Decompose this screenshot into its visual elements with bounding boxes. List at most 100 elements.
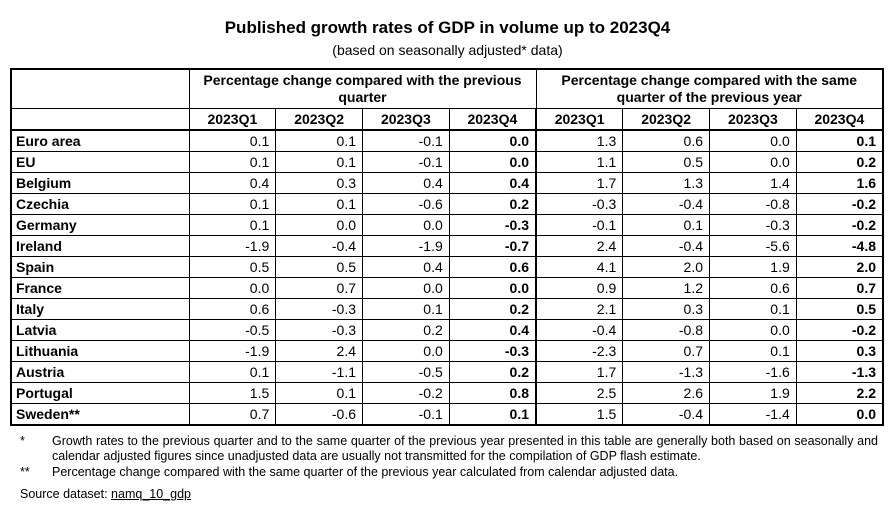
yoy-value-cell: 1.5 [535,403,624,426]
yoy-value-cell: 1.7 [535,172,624,194]
qoq-value-cell: 0.1 [275,382,363,404]
country-cell: France [10,277,190,299]
country-cell: Euro area [10,129,190,152]
qoq-value-cell: 0.0 [275,214,363,236]
qoq-value-cell: 0.7 [188,403,277,426]
yoy-value-cell: 0.0 [709,319,797,341]
qoq-value-cell: -1.9 [188,340,277,362]
yoy-value-cell: 1.9 [709,256,797,278]
yoy-value-cell: 2.6 [622,382,710,404]
yoy-value-cell: 1.2 [622,277,710,299]
qoq-value-cell: 0.1 [188,129,277,152]
qoq-value-cell: -0.7 [448,235,537,257]
qoq-value-cell: -1.9 [362,235,450,257]
qoq-value-cell: -0.6 [362,193,450,215]
yoy-value-cell: 0.6 [709,277,797,299]
qoq-value-cell: -0.2 [362,382,450,404]
table-row: Ireland -1.9 -0.4 -1.9 -0.7 2.4 -0.4 -5.6 -4.8 [10,235,884,257]
yoy-value-cell: 1.1 [535,151,624,173]
country-cell: Italy [10,298,190,320]
yoy-value-cell: -0.2 [795,193,884,215]
qoq-value-cell: 0.2 [448,361,537,383]
table-row: Euro area 0.1 0.1 -0.1 0.0 1.3 0.6 0.0 0.1 [10,129,884,152]
qoq-value-cell: 0.0 [362,277,450,299]
qoq-value-cell: 0.5 [275,256,363,278]
table-row: Latvia -0.5 -0.3 0.2 0.4 -0.4 -0.8 0.0 -0.2 [10,319,884,341]
source-dataset-link[interactable]: namq_10_gdp [111,487,191,501]
table-row: Germany 0.1 0.0 0.0 -0.3 -0.1 0.1 -0.3 -0.2 [10,214,884,236]
yoy-value-cell: -1.4 [709,403,797,426]
source-line: Source dataset: namq_10_gdp [20,487,191,501]
table-row: Czechia 0.1 0.1 -0.6 0.2 -0.3 -0.4 -0.8 -0.2 [10,193,884,215]
quarter-header: 2023Q4 [448,108,537,131]
country-cell: Austria [10,361,190,383]
yoy-value-cell: 0.5 [622,151,710,173]
table-row: EU 0.1 0.1 -0.1 0.0 1.1 0.5 0.0 0.2 [10,151,884,173]
yoy-value-cell: 0.3 [795,340,884,362]
page-subtitle: (based on seasonally adjusted* data) [332,42,563,58]
qoq-value-cell: -1.1 [275,361,363,383]
qoq-value-cell: 0.4 [362,172,450,194]
country-cell: Ireland [10,235,190,257]
qoq-value-cell: 0.1 [188,361,277,383]
yoy-value-cell: -1.6 [709,361,797,383]
table-body: Euro area 0.1 0.1 -0.1 0.0 1.3 0.6 0.0 0.1 EU 0.1 0… [10,129,884,426]
qoq-value-cell: -0.3 [448,214,537,236]
yoy-value-cell: -0.8 [709,193,797,215]
yoy-value-cell: -1.3 [622,361,710,383]
yoy-value-cell: -5.6 [709,235,797,257]
country-cell: Portugal [10,382,190,404]
yoy-value-cell: 0.9 [535,277,624,299]
yoy-value-cell: -0.4 [622,193,710,215]
footnotes: * Growth rates to the previous quarter a… [20,434,878,481]
country-cell: Germany [10,214,190,236]
yoy-value-cell: 0.7 [622,340,710,362]
yoy-value-cell: -0.4 [622,235,710,257]
quarter-header-row: 2023Q1 2023Q2 2023Q3 2023Q4 2023Q1 2023Q… [10,108,884,131]
yoy-value-cell: 2.0 [622,256,710,278]
quarter-header: 2023Q4 [795,108,884,131]
qoq-value-cell: 0.2 [448,298,537,320]
corner-cell [10,68,190,109]
footnote-mark: ** [20,465,30,479]
qoq-value-cell: 0.0 [188,277,277,299]
yoy-value-cell: 1.9 [709,382,797,404]
qoq-value-cell: 0.0 [362,214,450,236]
qoq-value-cell: -1.9 [188,235,277,257]
footnote-text: Growth rates to the previous quarter and… [52,434,878,463]
yoy-value-cell: 1.7 [535,361,624,383]
gdp-table: Percentage change compared with the prev… [10,68,884,426]
qoq-value-cell: -0.1 [362,129,450,152]
qoq-value-cell: 0.7 [275,277,363,299]
qoq-value-cell: 0.0 [448,277,537,299]
table-row: Sweden** 0.7 -0.6 -0.1 0.1 1.5 -0.4 -1.4 0.0 [10,403,884,426]
country-cell: Czechia [10,193,190,215]
qoq-value-cell: 0.3 [275,172,363,194]
country-cell: Lithuania [10,340,190,362]
qoq-value-cell: -0.1 [362,403,450,426]
yoy-value-cell: -0.2 [795,319,884,341]
yoy-value-cell: 0.1 [795,129,884,152]
quarter-header: 2023Q3 [709,108,797,131]
qoq-value-cell: -0.5 [362,361,450,383]
qoq-value-cell: 0.0 [448,129,537,152]
page-title: Published growth rates of GDP in volume … [224,18,671,37]
quarter-header: 2023Q1 [188,108,277,131]
yoy-value-cell: 2.2 [795,382,884,404]
yoy-value-cell: -0.1 [535,214,624,236]
table-row: Spain 0.5 0.5 0.4 0.6 4.1 2.0 1.9 2.0 [10,256,884,278]
yoy-value-cell: 0.6 [622,129,710,152]
yoy-value-cell: 2.1 [535,298,624,320]
qoq-value-cell: 2.4 [275,340,363,362]
yoy-value-cell: -0.4 [622,403,710,426]
yoy-value-cell: 1.3 [622,172,710,194]
group-header-yoy: Percentage change compared with the same… [535,68,884,109]
yoy-value-cell: 0.0 [709,151,797,173]
qoq-value-cell: 0.5 [188,256,277,278]
qoq-value-cell: -0.6 [275,403,363,426]
qoq-value-cell: 0.2 [362,319,450,341]
quarter-header: 2023Q2 [275,108,363,131]
qoq-value-cell: -0.3 [448,340,537,362]
quarter-header: 2023Q3 [362,108,450,131]
footnote: * Growth rates to the previous quarter a… [20,434,878,464]
